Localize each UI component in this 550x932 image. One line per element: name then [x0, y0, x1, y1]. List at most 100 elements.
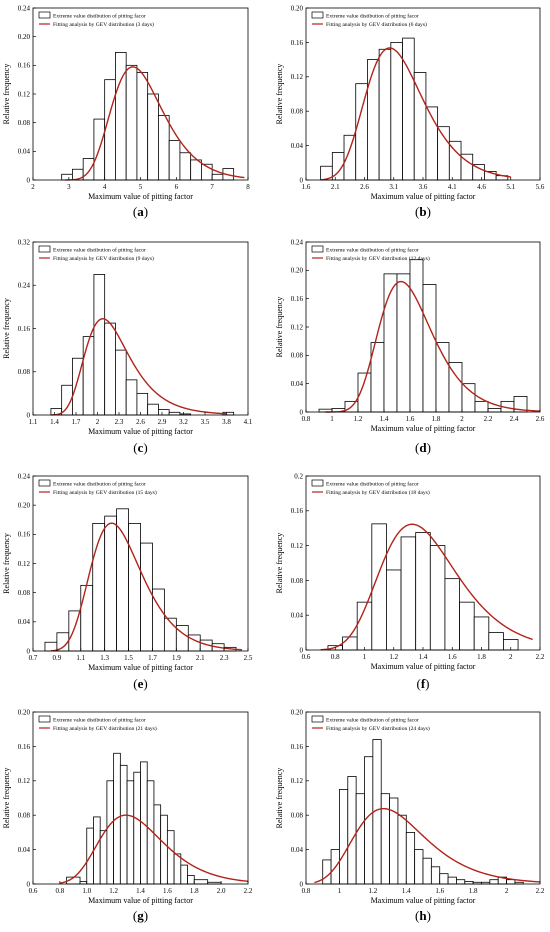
chart-panel-c: 1.1 1.4 1.7 2 2.3 2.6 2.9 3.2 3.5 3.8 4.1 0 0.08 0.16… [2, 238, 253, 455]
bar [211, 173, 224, 181]
bar [380, 793, 390, 885]
y-tick-label: 0 [300, 176, 304, 184]
bar [80, 584, 94, 652]
x-tick-label: 4.1 [448, 183, 457, 191]
bar [459, 601, 475, 651]
gev-fit-line [50, 318, 227, 416]
y-tick-label: 0 [27, 411, 31, 419]
bar [128, 522, 141, 652]
y-tick-label: 0.12 [18, 777, 31, 785]
y-tick-label: 0.12 [291, 73, 304, 81]
legend-swatch-histogram [38, 479, 51, 487]
y-axis-label: Relative frequency [275, 768, 284, 829]
panel-label: (c) [133, 440, 147, 455]
x-tick-label: 2 [96, 418, 100, 426]
x-tick-label: 1.8 [190, 887, 199, 895]
x-tick-label: 1.6 [163, 887, 172, 895]
y-tick-label: 0.20 [291, 4, 304, 12]
bar [339, 789, 349, 885]
x-tick-label: 1.9 [172, 654, 181, 662]
y-axis-label: Relative frequency [275, 64, 284, 125]
y-tick-label: 0 [27, 647, 31, 655]
x-tick-label: 2.2 [244, 887, 253, 895]
bar [193, 879, 209, 885]
bar [136, 72, 149, 181]
legend-entry-histogram: Extreme value distibution of pitting fac… [326, 481, 419, 488]
bar [180, 864, 188, 885]
y-tick-label: 0.04 [291, 380, 304, 388]
y-tick-label: 0.16 [291, 743, 304, 751]
x-tick-label: 1 [363, 653, 367, 661]
y-tick-label: 0.20 [18, 502, 31, 510]
bar [82, 336, 95, 416]
bar [82, 158, 95, 181]
x-tick-label: 1.4 [419, 653, 428, 661]
x-tick-label: 3.5 [201, 418, 210, 426]
bar [439, 873, 449, 885]
legend-entry-fit: Fitting analysis by GEV distribution (24… [326, 725, 430, 732]
y-tick-label: 0.08 [18, 812, 31, 820]
y-tick-label: 0 [300, 880, 304, 888]
x-axis-label: Maximum value of pitting factor [371, 424, 476, 433]
y-tick-label: 0 [27, 176, 31, 184]
bar [125, 64, 138, 181]
x-tick-label: 1 [330, 415, 334, 423]
x-tick-label: 5 [139, 183, 143, 191]
x-tick-label: 2.0 [217, 887, 226, 895]
y-axis-label: Relative frequency [2, 533, 11, 594]
x-tick-label: 6 [175, 183, 179, 191]
y-tick-label: 0.24 [18, 282, 31, 290]
x-tick-label: 1.2 [354, 415, 363, 423]
x-tick-label: 3.8 [222, 418, 231, 426]
bar [413, 72, 427, 181]
legend-entry-fit: Fitting analysis by GEV distribution (9 … [53, 255, 154, 262]
x-tick-label: 1.1 [76, 654, 85, 662]
bar [173, 853, 182, 885]
bar [396, 273, 411, 413]
legend-swatch-histogram [311, 245, 324, 253]
bar [444, 578, 460, 651]
bar [153, 804, 162, 885]
legend-entry-fit: Fitting analysis by GEV distribution (6 … [326, 21, 427, 28]
bar [355, 793, 365, 885]
x-tick-label: 1.1 [29, 418, 38, 426]
bar [415, 532, 431, 651]
x-axis-label: Maximum value of pitting factor [88, 427, 193, 436]
y-tick-label: 0.32 [18, 238, 31, 246]
bar [402, 37, 415, 181]
legend-entry-histogram: Extreme value distibution of pitting fac… [53, 481, 146, 488]
x-tick-label: 1 [338, 887, 342, 895]
legend-swatch-histogram [38, 715, 51, 723]
legend-entry-histogram: Extreme value distibution of pitting fac… [326, 13, 419, 20]
x-tick-label: 4 [103, 183, 107, 191]
y-tick-label: 0.20 [291, 267, 304, 275]
legend-swatch-histogram [38, 11, 51, 19]
panel-label: (e) [133, 676, 147, 691]
y-tick-label: 0.08 [18, 119, 31, 127]
x-tick-label: 3.1 [389, 183, 398, 191]
y-tick-label: 0.16 [291, 507, 304, 515]
y-axis-label: Relative frequency [2, 768, 11, 829]
x-tick-label: 3.2 [179, 418, 188, 426]
legend-entry-fit: Fitting analysis by GEV distribution (18… [326, 489, 430, 496]
bar [190, 159, 202, 181]
gev-fit-line [65, 66, 245, 181]
panel-label: (f) [416, 676, 429, 691]
y-tick-label: 0.24 [18, 472, 31, 480]
bar [405, 832, 416, 885]
x-tick-label: 1.2 [109, 887, 118, 895]
y-tick-label: 0.24 [18, 4, 31, 12]
x-tick-label: 2.4 [510, 415, 519, 423]
y-tick-label: 0.08 [18, 589, 31, 597]
x-tick-label: 1.4 [136, 887, 145, 895]
legend-swatch-histogram [311, 715, 324, 723]
x-tick-label: 0.8 [302, 415, 311, 423]
x-tick-label: 1.4 [402, 887, 411, 895]
gev-fit-line [320, 523, 533, 651]
x-tick-label: 2 [460, 415, 464, 423]
y-tick-label: 0.08 [291, 108, 304, 116]
bar [126, 780, 135, 885]
bar [119, 764, 128, 885]
bar [390, 42, 403, 181]
bar [474, 400, 489, 413]
